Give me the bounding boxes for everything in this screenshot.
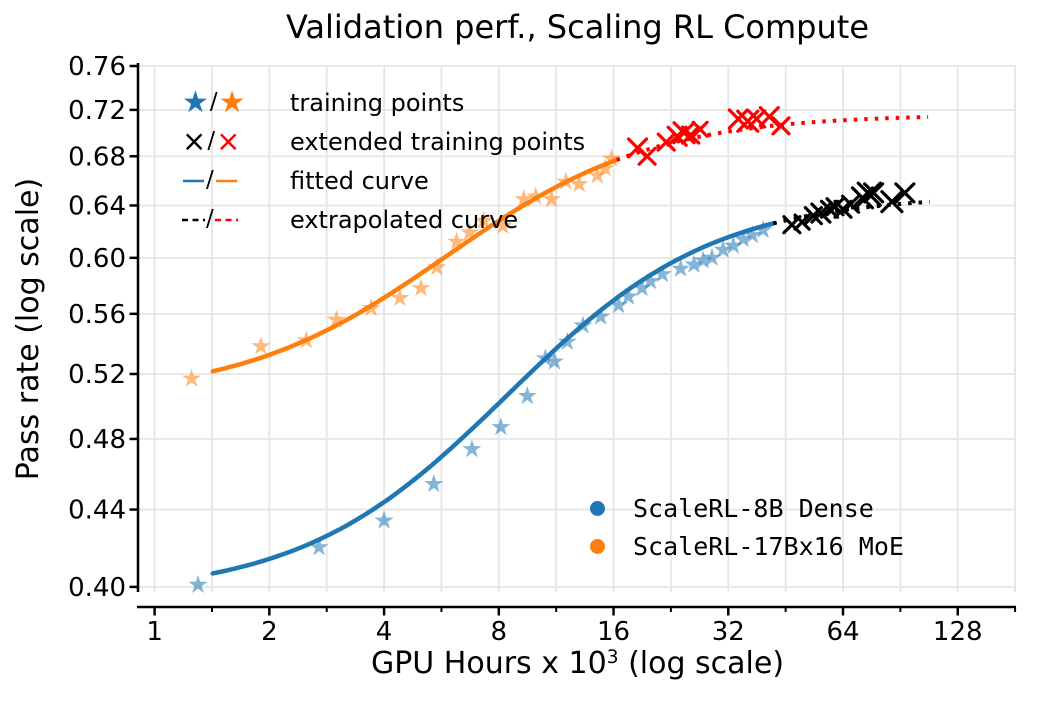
legend-item-scalerl-17bx16-moe: ScaleRL-17Bx16 MoE <box>584 527 904 565</box>
orange-star-icon: ★ <box>218 84 246 120</box>
axes: 0.40 0.44 0.48 0.52 0.56 0.60 0.64 0.68 0.72 0.76… <box>68 52 1017 647</box>
x-axis-label: GPU Hours x 103 (log scale) <box>139 646 1016 681</box>
x-tick-label: 1 <box>146 617 163 647</box>
y-tick-label: 0.40 <box>68 573 126 603</box>
black-x-icon: × <box>182 124 207 158</box>
legend-series: ScaleRL-8B Dense ScaleRL-17Bx16 MoE <box>584 489 904 565</box>
scalerl-8b-dense-extended-training-points <box>782 181 916 235</box>
y-tick-label: 0.68 <box>68 142 126 172</box>
y-tick-label: 0.64 <box>68 191 126 221</box>
x-axis-label-exponent: 3 <box>606 646 619 668</box>
scalerl-17bx16-moe-extended-training-points <box>626 106 791 166</box>
legend-marker-solid-lines: / <box>176 169 286 192</box>
legend-label: training points <box>290 88 465 117</box>
blue-star-icon: ★ <box>182 84 209 120</box>
slash-separator: / <box>206 167 214 193</box>
legend-label: extended training points <box>290 127 586 156</box>
y-tick-label: 0.52 <box>68 360 126 390</box>
orange-dot-icon <box>590 538 605 554</box>
black-dashed-line-icon <box>182 218 205 221</box>
x-tick-label: 16 <box>597 617 630 647</box>
legend-item-extrapolated-curve: / extrapolated curve <box>176 200 585 239</box>
legend-marker-styles: ★ / ★ training points × / × extended trainin… <box>176 83 585 239</box>
chart-title: Validation perf., Scaling RL Compute <box>285 8 869 46</box>
x-axis-label-rest: (log scale) <box>618 646 785 681</box>
red-x-icon: × <box>216 124 241 158</box>
legend-marker-dashed-lines: / <box>176 208 286 231</box>
y-tick-label: 0.72 <box>68 96 126 126</box>
y-tick-label: 0.56 <box>68 300 126 330</box>
scalerl-8b-dense-fitted-curve <box>210 221 776 576</box>
scalerl-17bx16-moe-fitted-curve <box>210 157 619 374</box>
legend-marker-crosses: × / × <box>176 127 286 156</box>
series-label: ScaleRL-8B Dense <box>633 493 874 523</box>
slash-separator: / <box>209 89 218 115</box>
legend-item-scalerl-8b-dense: ScaleRL-8B Dense <box>584 489 904 527</box>
legend-item-training-points: ★ / ★ training points <box>176 83 585 122</box>
y-tick-label: 0.44 <box>68 496 126 526</box>
legend-marker-stars: ★ / ★ <box>176 84 286 120</box>
y-axis-label: Pass rate (log scale) <box>11 177 46 481</box>
x-tick-label: 128 <box>933 617 983 647</box>
legend-label: fitted curve <box>290 166 429 195</box>
series-label: ScaleRL-17Bx16 MoE <box>633 531 904 561</box>
legend-item-fitted-curve: / fitted curve <box>176 161 585 200</box>
x-axis-label-base: GPU Hours x 10 <box>370 646 607 681</box>
gridlines <box>139 65 1017 592</box>
red-dashed-line-icon <box>214 218 238 221</box>
orange-line-icon <box>215 179 237 182</box>
x-tick-label: 8 <box>491 617 508 647</box>
x-tick-label: 4 <box>376 617 393 647</box>
x-tick-label: 32 <box>712 617 745 647</box>
x-tick-label: 2 <box>261 617 278 647</box>
legend-label: extrapolated curve <box>290 205 519 234</box>
blue-dot-icon <box>590 500 605 516</box>
y-tick-label: 0.76 <box>68 52 126 82</box>
legend-item-extended-training-points: × / × extended training points <box>176 122 585 161</box>
slash-separator: / <box>206 206 214 232</box>
y-tick-label: 0.48 <box>68 425 126 455</box>
slash-separator: / <box>207 128 216 154</box>
x-tick-label: 64 <box>826 617 859 647</box>
y-tick-label: 0.60 <box>68 244 126 274</box>
blue-line-icon <box>183 179 204 182</box>
